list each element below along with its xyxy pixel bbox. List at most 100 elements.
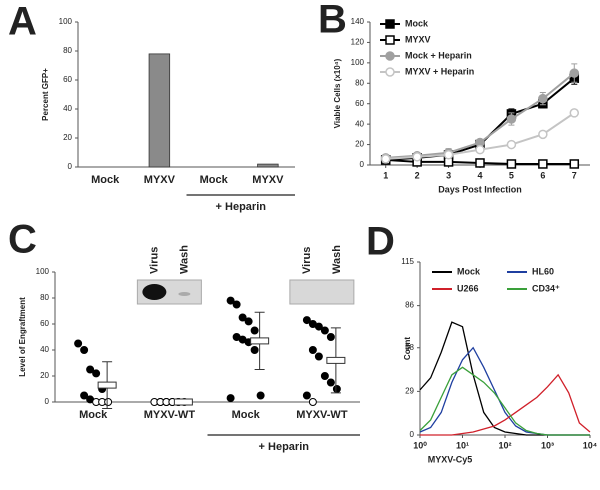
- marker: [506, 114, 517, 124]
- x-tick-label: MYXV: [144, 174, 176, 186]
- blot-label: Virus: [301, 247, 313, 274]
- point: [320, 326, 329, 335]
- group-label: + Heparin: [216, 201, 267, 213]
- x-tick-label: MYXV-WT: [144, 409, 196, 421]
- point: [250, 326, 259, 335]
- panel-label: B: [318, 0, 347, 42]
- blot: [289, 279, 355, 305]
- point: [244, 317, 253, 326]
- marker: [569, 159, 580, 169]
- marker: [538, 129, 548, 140]
- marker: [538, 93, 548, 104]
- mean-box: [173, 398, 193, 406]
- y-tick-label: 60: [40, 319, 49, 328]
- y-tick-label: 80: [40, 293, 49, 302]
- legend-label: HL60: [532, 266, 554, 276]
- series-line: [419, 346, 590, 436]
- y-tick-label: 60: [355, 99, 364, 108]
- point: [226, 296, 235, 305]
- blot-band: [142, 284, 167, 300]
- point: [314, 352, 323, 361]
- x-tick-label: 10⁴: [583, 440, 597, 450]
- marker: [412, 152, 422, 162]
- legend-marker: [385, 51, 395, 61]
- legend-marker: [385, 35, 395, 45]
- point: [326, 333, 335, 341]
- x-tick-label: 10⁰: [413, 440, 427, 450]
- y-tick-label: 29: [405, 386, 414, 395]
- panel-label: A: [8, 0, 37, 44]
- x-tick-label: Mock: [91, 174, 120, 186]
- point: [256, 391, 265, 400]
- x-axis-label: Days Post Infection: [438, 184, 522, 194]
- y-tick-label: 115: [401, 257, 414, 266]
- legend-label: Mock: [457, 266, 481, 276]
- point: [326, 378, 335, 387]
- x-tick-label: 3: [446, 170, 451, 180]
- mean-box: [97, 381, 117, 389]
- series-line: [420, 373, 591, 436]
- legend-label: Mock: [405, 18, 429, 28]
- x-tick-label: 6: [540, 170, 545, 180]
- x-tick-label: 10³: [541, 440, 554, 450]
- y-tick-label: 120: [351, 38, 365, 47]
- x-tick-label: Mock: [200, 174, 229, 186]
- legend-marker: [385, 19, 395, 29]
- x-axis-label: MYXV-Cy5: [428, 454, 473, 464]
- point: [302, 316, 311, 325]
- legend-marker: [385, 67, 395, 77]
- y-tick-label: 20: [40, 371, 49, 380]
- y-tick-label: 0: [360, 160, 365, 169]
- blot-band: [178, 292, 191, 296]
- marker: [475, 158, 485, 168]
- x-tick-label: 5: [509, 170, 514, 180]
- legend-label: MYXV + Heparin: [405, 66, 474, 76]
- legend-label: Mock + Heparin: [405, 50, 472, 60]
- marker: [380, 154, 391, 164]
- point: [314, 322, 323, 331]
- point: [238, 313, 247, 322]
- y-tick-label: 0: [68, 162, 73, 171]
- y-tick-label: 100: [351, 58, 365, 67]
- legend-label: U266: [457, 283, 479, 293]
- x-tick-label: 10²: [498, 440, 511, 450]
- y-axis-label: Percent GFP+: [41, 68, 50, 121]
- y-tick-label: 140: [351, 17, 365, 26]
- x-tick-label: 7: [572, 170, 577, 180]
- y-tick-label: 80: [63, 46, 72, 55]
- y-tick-label: 40: [355, 119, 364, 128]
- legend-label: CD34⁺: [532, 283, 560, 293]
- x-tick-label: 4: [477, 170, 482, 180]
- point: [308, 398, 317, 406]
- y-tick-label: 58: [405, 343, 414, 352]
- y-tick-label: 100: [59, 17, 73, 26]
- point: [226, 394, 235, 403]
- blot-label: Wash: [178, 245, 190, 274]
- x-tick-label: MYXV-WT: [296, 409, 348, 421]
- marker: [443, 150, 454, 160]
- marker: [506, 159, 517, 169]
- point: [332, 385, 341, 393]
- x-tick-label: Mock: [79, 409, 108, 421]
- mean-box: [326, 356, 346, 364]
- marker: [475, 144, 485, 155]
- group-label: + Heparin: [259, 441, 310, 453]
- y-tick-label: 0: [45, 397, 50, 406]
- point: [232, 300, 241, 309]
- y-tick-label: 20: [63, 133, 72, 142]
- y-tick-label: 80: [355, 78, 364, 87]
- x-tick-label: MYXV: [252, 174, 284, 186]
- point: [250, 346, 259, 354]
- mean-box: [250, 337, 270, 345]
- x-tick-label: Mock: [232, 409, 261, 421]
- panel-label: C: [8, 218, 37, 262]
- panel-label: D: [366, 220, 395, 264]
- marker: [538, 159, 548, 169]
- bar: [257, 163, 279, 168]
- y-axis-label: Level of Engraftment: [18, 297, 27, 377]
- x-tick-label: 10¹: [456, 440, 469, 450]
- marker: [506, 139, 517, 150]
- point: [80, 391, 89, 400]
- marker: [569, 108, 580, 118]
